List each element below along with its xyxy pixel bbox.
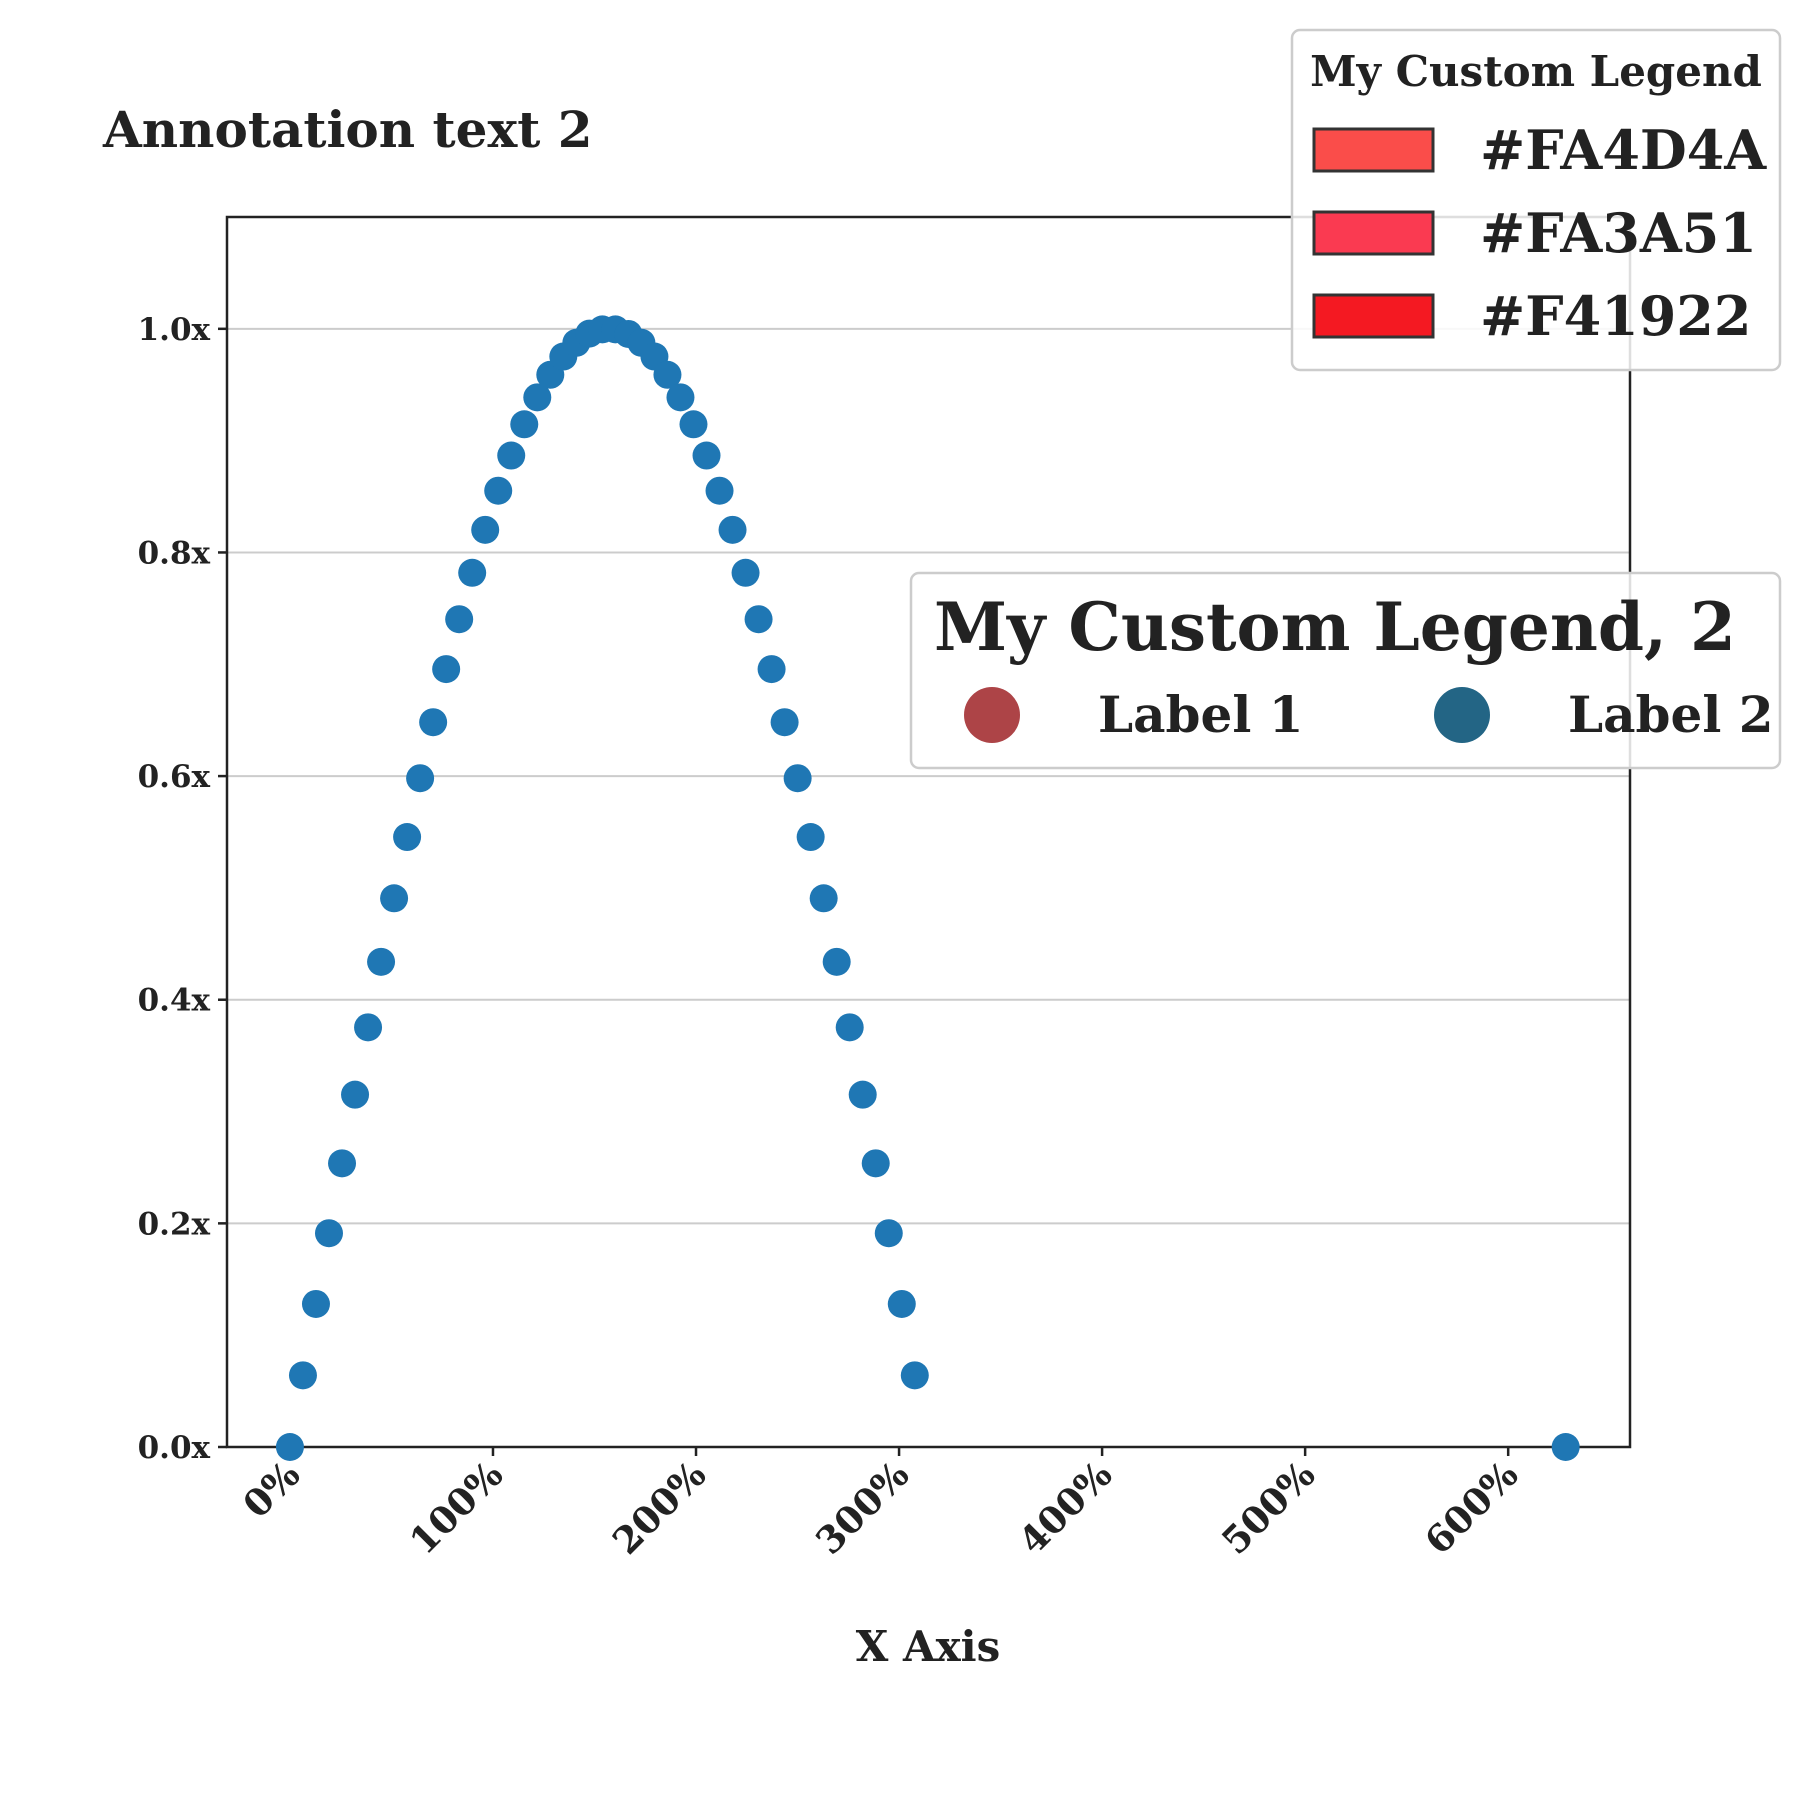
data-point	[406, 764, 435, 793]
data-point	[1551, 1433, 1580, 1461]
data-point	[757, 655, 786, 684]
x-tick-label: 200%	[604, 1452, 715, 1563]
data-point	[471, 515, 500, 544]
legend-marker-label: Label 1	[1098, 685, 1304, 744]
data-point	[744, 605, 773, 634]
y-tick-label: 0.4x	[138, 983, 211, 1019]
x-tick-label: 400%	[1010, 1452, 1121, 1563]
data-point	[328, 1149, 357, 1178]
data-point	[341, 1080, 370, 1109]
data-point	[796, 823, 825, 852]
legend-swatch	[1312, 127, 1435, 173]
data-point	[900, 1361, 929, 1390]
y-tick-label: 1.0x	[138, 312, 211, 348]
data-point	[705, 476, 734, 505]
data-point	[432, 655, 461, 684]
x-tick-label: 100%	[401, 1452, 512, 1563]
grid-lines	[227, 327, 1630, 1448]
legend-swatch-label: #F41922	[1480, 284, 1751, 348]
data-point	[874, 1219, 903, 1248]
plot-frame	[225, 215, 1632, 1449]
legend-colors: My Custom Legend #FA4D4A #FA3A51 #F41922	[1290, 28, 1782, 372]
legend-labels: My Custom Legend, 2 Label 1 Label 2	[909, 571, 1782, 770]
data-point	[510, 410, 539, 439]
x-axis-ticks: 0% 100% 200% 300% 400% 500% 600%	[234, 1447, 1527, 1563]
legend-marker	[1434, 687, 1490, 743]
data-point	[393, 823, 422, 852]
data-point	[314, 1219, 343, 1248]
legend-marker-label: Label 2	[1568, 685, 1774, 744]
data-point	[692, 441, 721, 470]
x-tick-label: 500%	[1213, 1452, 1324, 1563]
x-tick-label: 0%	[234, 1452, 308, 1526]
data-point	[731, 558, 760, 587]
x-axis-label: X Axis	[856, 1622, 1000, 1671]
y-tick-label: 0.8x	[138, 535, 211, 571]
data-point	[288, 1361, 317, 1390]
data-point	[783, 764, 812, 793]
legend-colors-frame	[1290, 28, 1782, 372]
data-point	[887, 1289, 916, 1318]
data-point	[354, 1013, 383, 1042]
data-point	[809, 884, 838, 913]
legend-colors-title: My Custom Legend	[1310, 47, 1762, 96]
data-point	[835, 1013, 864, 1042]
data-point	[666, 383, 695, 412]
y-tick-label: 0.2x	[138, 1206, 211, 1242]
y-tick-label: 0.0x	[138, 1430, 211, 1466]
data-point	[653, 360, 682, 389]
x-tick-label: 600%	[1416, 1452, 1527, 1563]
y-tick-label: 0.6x	[138, 759, 211, 795]
data-point	[458, 558, 487, 587]
legend-marker	[964, 687, 1020, 743]
data-point	[445, 605, 474, 634]
legend-labels-title: My Custom Legend, 2	[934, 588, 1736, 666]
legend-swatch-label: #FA3A51	[1480, 201, 1757, 265]
x-tick-label: 300%	[807, 1452, 918, 1563]
data-point	[718, 515, 747, 544]
data-point	[770, 708, 799, 737]
data-point	[861, 1149, 890, 1178]
data-point	[275, 1433, 304, 1461]
data-point	[822, 947, 851, 976]
data-point	[484, 476, 513, 505]
data-point	[419, 708, 448, 737]
legend-swatch	[1312, 210, 1435, 256]
y-axis-ticks: 0.0x 0.2x 0.4x 0.6x 0.8x 1.0x	[138, 312, 227, 1466]
legend-swatch	[1312, 293, 1435, 339]
annotation-text: Annotation text 2	[102, 100, 593, 159]
legend-swatch-label: #FA4D4A	[1480, 118, 1767, 182]
data-point	[523, 383, 552, 412]
data-point	[367, 947, 396, 976]
data-point	[301, 1289, 330, 1318]
legend-labels-frame	[909, 571, 1782, 770]
data-point	[848, 1080, 877, 1109]
data-point	[497, 441, 526, 470]
data-point	[679, 410, 708, 439]
data-points	[275, 315, 1580, 1461]
data-point	[380, 884, 409, 913]
